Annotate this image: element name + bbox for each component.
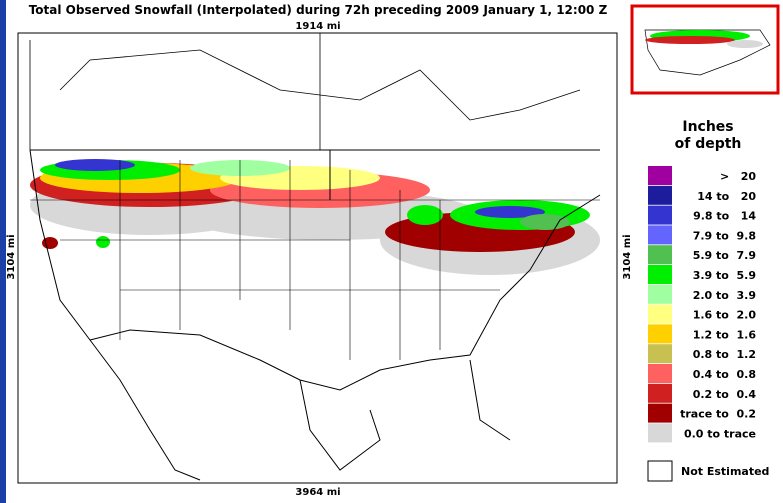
- legend-title: Inches: [682, 119, 733, 135]
- top-scale: 1914 mi: [295, 21, 340, 32]
- legend-swatch: [648, 225, 672, 245]
- legend-swatch: [648, 284, 672, 304]
- legend-label: 3.9 to 5.9: [693, 269, 756, 282]
- legend-label: 7.9 to 9.8: [693, 229, 756, 242]
- legend-label: 0.8 to 1.2: [693, 348, 756, 361]
- legend-label: trace to 0.2: [680, 408, 756, 421]
- legend-label: 2.0 to 3.9: [693, 289, 756, 302]
- legend-title: of depth: [675, 136, 742, 152]
- legend-label: 0.0 to trace: [684, 427, 756, 440]
- legend-swatch: [648, 403, 672, 423]
- legend-label: 0.2 to 0.4: [693, 388, 757, 401]
- legend-swatch: [648, 344, 672, 364]
- right-scale: 3104 mi: [622, 234, 633, 279]
- legend-label: > 20: [720, 170, 756, 183]
- legend-swatch: [648, 205, 672, 225]
- legend-swatch: [648, 304, 672, 324]
- legend-label: 1.6 to 2.0: [693, 309, 757, 322]
- inset-map: [630, 4, 780, 95]
- legend-swatch: [648, 245, 672, 265]
- left-scale: 3104 mi: [6, 234, 17, 279]
- legend-swatch: [648, 185, 672, 205]
- legend-swatch: [648, 166, 672, 185]
- legend-label: 0.4 to 0.8: [693, 368, 756, 381]
- legend-swatch: [648, 324, 672, 344]
- map-area: [17, 32, 618, 484]
- legend-label: 1.2 to 1.6: [693, 328, 757, 341]
- window-border: [0, 0, 6, 503]
- bottom-scale: 3964 mi: [295, 487, 340, 498]
- legend-label: 14 to 20: [697, 190, 756, 203]
- legend-swatch: [648, 364, 672, 383]
- legend: > 20 14 to 20 9.8 to 14 7.9 to 9.8 5.9 to 7.…: [648, 166, 757, 443]
- legend-swatch: [648, 423, 672, 443]
- legend-swatch: [648, 383, 672, 403]
- legend-label: 5.9 to 7.9: [693, 249, 756, 262]
- legend-label: 9.8 to 14: [693, 210, 756, 223]
- not-estimated-label: Not Estimated: [681, 465, 769, 478]
- legend-swatch: [648, 265, 672, 284]
- not-estimated-swatch: [647, 460, 673, 482]
- title: Total Observed Snowfall (Interpolated) d…: [29, 3, 608, 17]
